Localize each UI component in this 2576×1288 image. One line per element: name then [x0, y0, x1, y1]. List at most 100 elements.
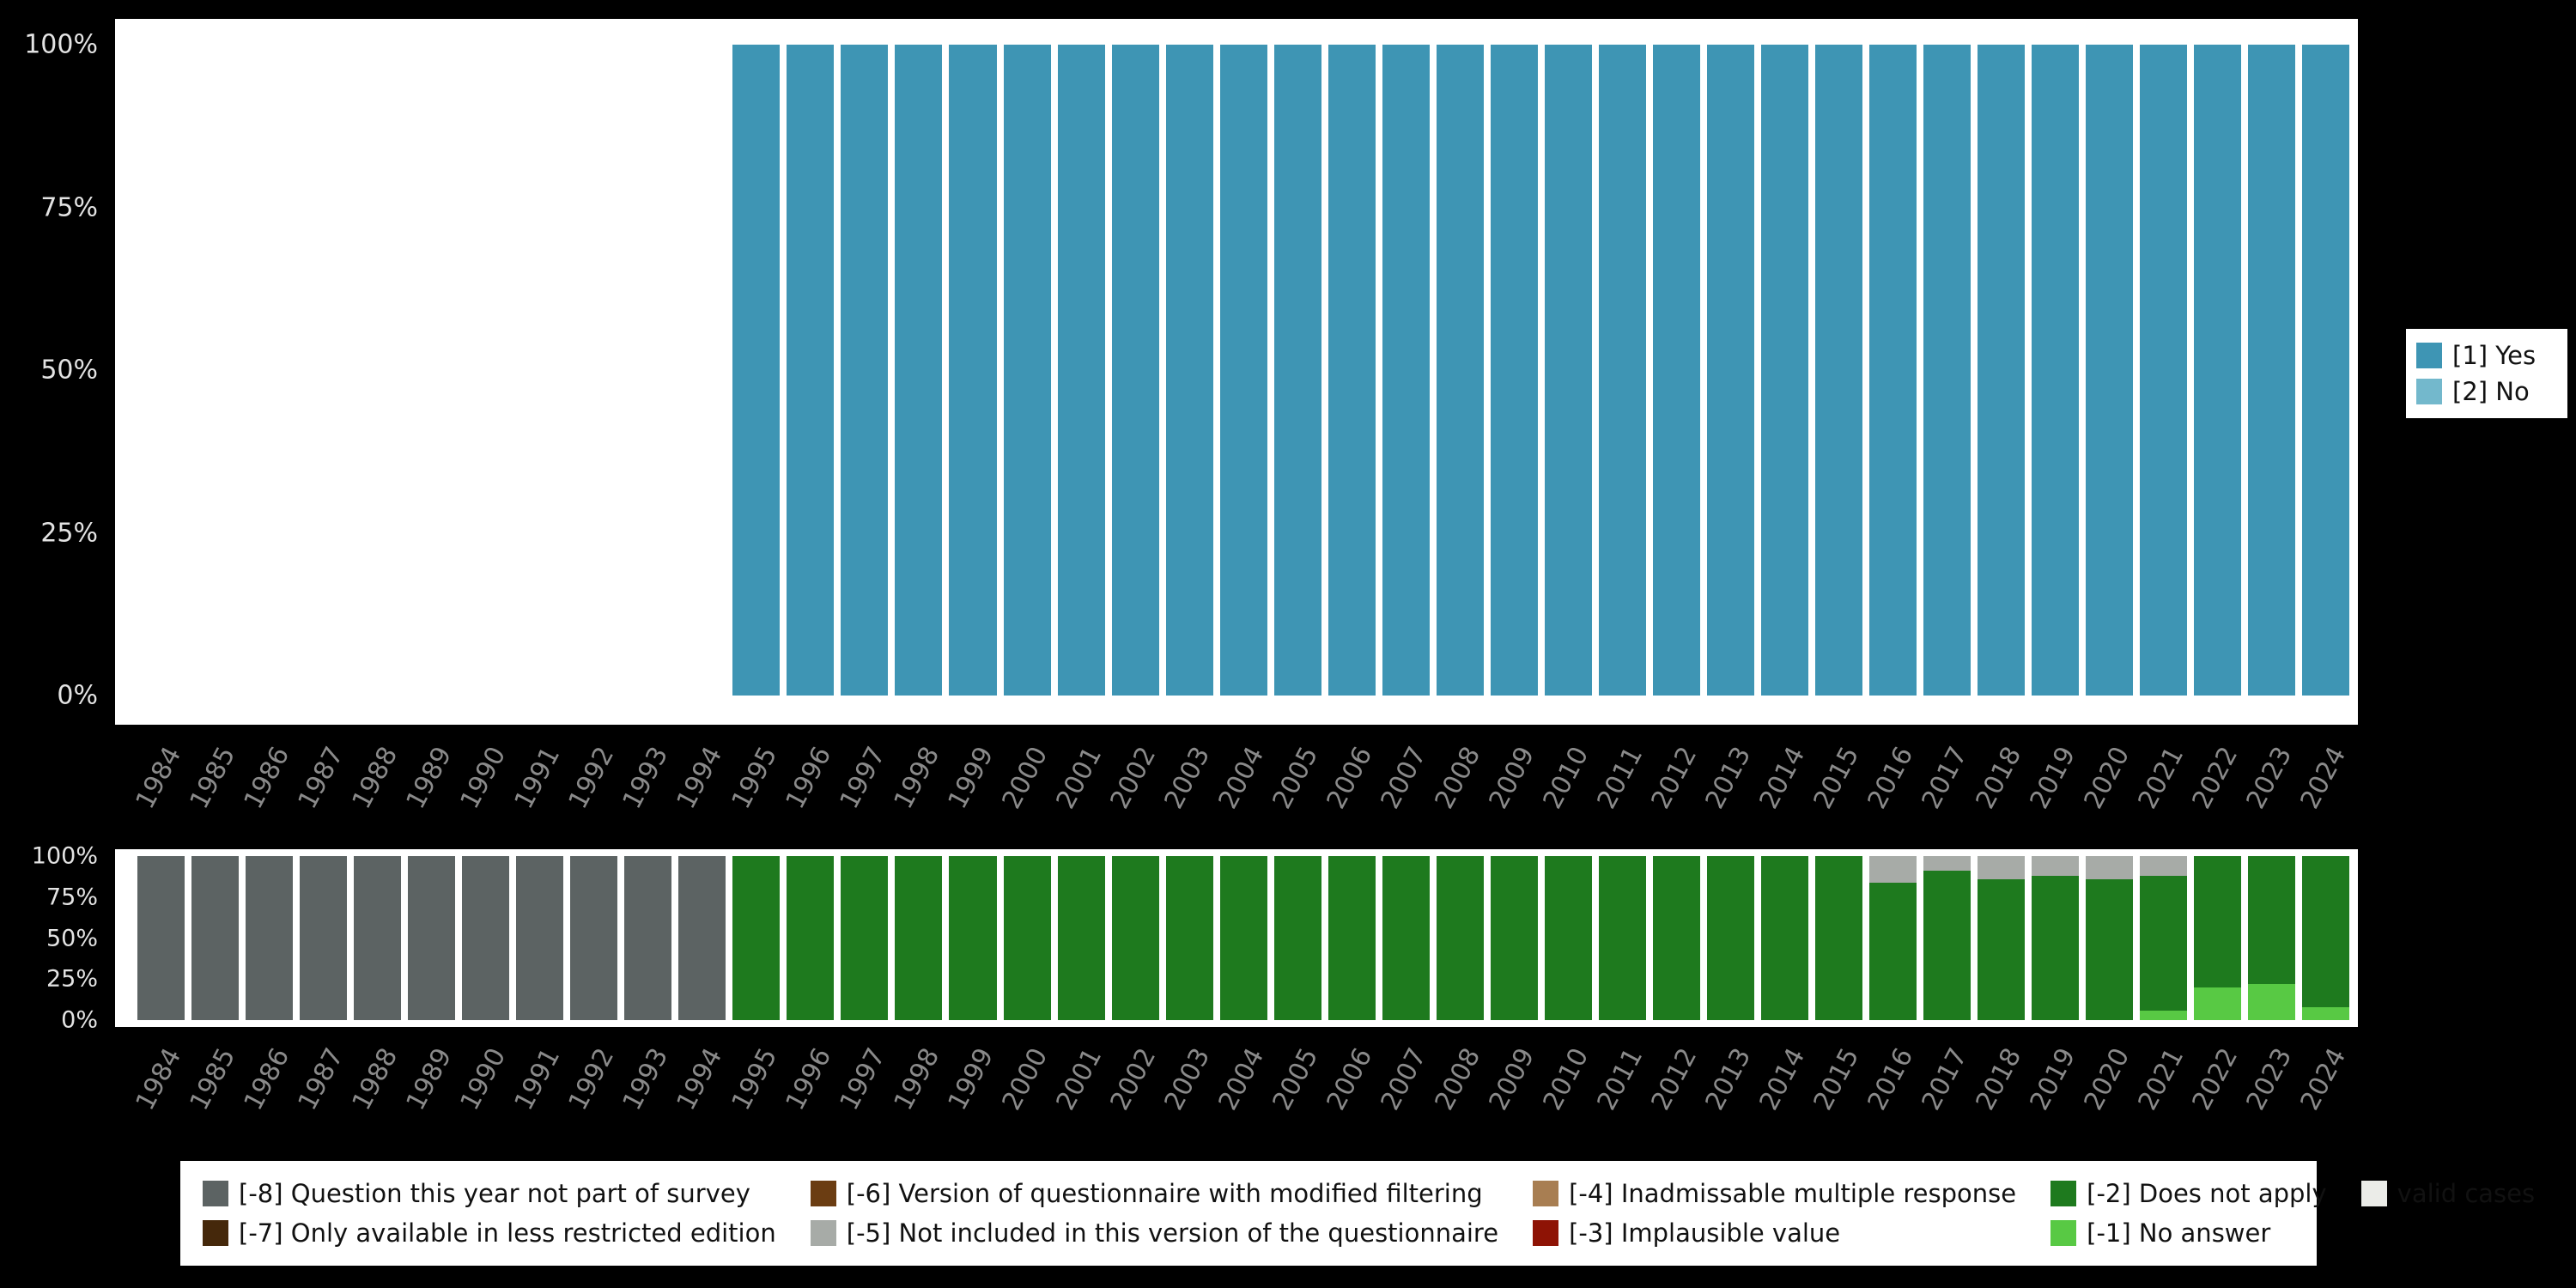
x-tick-2001: 2001 — [1050, 1035, 1108, 1148]
legend-swatch — [1533, 1220, 1559, 1246]
x-tick-label: 1997 — [834, 742, 891, 814]
bar-2017 — [1923, 856, 1971, 1020]
x-tick-label: 1993 — [617, 1043, 675, 1115]
bar-segment — [841, 856, 889, 1020]
x-tick-label: 2015 — [1807, 1043, 1866, 1115]
y-tick-label: 0% — [57, 680, 98, 711]
x-tick-label: 2020 — [2078, 742, 2136, 814]
x-tick-label: 1998 — [888, 1043, 945, 1115]
y-tick-label: 100% — [24, 29, 98, 60]
top-chart-panel — [115, 19, 2358, 725]
bar-segment — [1490, 45, 1538, 696]
bar-2000 — [1003, 856, 1051, 1020]
x-tick-label: 2017 — [1916, 742, 1974, 814]
legend-label: [-8] Question this year not part of surv… — [239, 1179, 750, 1208]
x-tick-label: 2015 — [1807, 742, 1866, 814]
bar-2009 — [1490, 856, 1538, 1020]
x-tick-label: 2011 — [1591, 1043, 1649, 1115]
y-tick-label: 50% — [46, 925, 98, 951]
x-tick-label: 1990 — [454, 1043, 513, 1115]
x-tick-2010: 2010 — [1537, 733, 1595, 847]
bar-segment — [1382, 856, 1430, 1020]
x-tick-label: 2004 — [1212, 1043, 1271, 1115]
x-tick-1992: 1992 — [563, 1035, 621, 1148]
y-tick-label: 100% — [31, 842, 98, 870]
x-tick-label: 2013 — [1699, 742, 1758, 814]
x-tick-label: 2004 — [1212, 742, 1271, 814]
x-tick-2024: 2024 — [2295, 1035, 2353, 1148]
bar-1990 — [462, 45, 509, 696]
x-tick-2019: 2019 — [2025, 733, 2082, 847]
x-tick-1998: 1998 — [888, 1035, 945, 1148]
bottom-chart-bars — [137, 856, 2350, 1020]
x-tick-2009: 2009 — [1483, 1035, 1540, 1148]
bar-segment — [624, 856, 672, 1020]
y-tick-label: 25% — [46, 965, 98, 993]
bar-segment — [1652, 45, 1700, 696]
x-tick-label: 2019 — [2024, 742, 2082, 814]
bar-segment — [2032, 45, 2080, 696]
bar-segment — [1111, 45, 1159, 696]
x-tick-2020: 2020 — [2079, 733, 2136, 847]
x-tick-2022: 2022 — [2187, 1035, 2245, 1148]
bar-segment — [1111, 856, 1159, 1020]
bar-2023 — [2248, 856, 2296, 1020]
x-tick-2015: 2015 — [1808, 733, 1866, 847]
bar-segment — [1382, 45, 1430, 696]
bar-1987 — [300, 856, 348, 1020]
x-tick-label: 2023 — [2240, 742, 2299, 814]
bottom-x-axis: 1984 1985 1986 1987 1988 1989 1990 1991 1992 1993… — [131, 1035, 2353, 1148]
bar-1998 — [895, 45, 943, 696]
bar-2009 — [1490, 45, 1538, 696]
x-tick-label: 2008 — [1429, 1043, 1487, 1115]
bar-segment — [1923, 45, 1971, 696]
x-tick-2010: 2010 — [1537, 1035, 1595, 1148]
bar-segment — [1327, 856, 1376, 1020]
bar-2014 — [1760, 45, 1808, 696]
bar-2024 — [2302, 45, 2350, 696]
bar-2011 — [1598, 45, 1646, 696]
bar-segment — [300, 856, 348, 1020]
bar-2002 — [1111, 856, 1159, 1020]
bar-1987 — [300, 45, 347, 696]
bar-1995 — [732, 45, 781, 696]
y-tick-label: 75% — [40, 192, 98, 222]
legend-label: [2] No — [2452, 377, 2530, 406]
bar-2022 — [2194, 45, 2242, 696]
x-tick-1994: 1994 — [671, 1035, 729, 1148]
bar-segment — [462, 856, 510, 1020]
x-tick-1990: 1990 — [455, 1035, 513, 1148]
bar-1984 — [137, 45, 185, 696]
x-tick-label: 1991 — [508, 742, 567, 814]
bar-1986 — [246, 856, 294, 1020]
bar-2021 — [2140, 45, 2188, 696]
x-tick-label: 1990 — [454, 742, 513, 814]
bar-segment — [2086, 856, 2134, 879]
x-tick-label: 2007 — [1375, 742, 1433, 814]
top-chart-bars — [137, 45, 2350, 696]
x-tick-2006: 2006 — [1321, 1035, 1378, 1148]
x-tick-2006: 2006 — [1321, 733, 1378, 847]
x-tick-label: 2020 — [2078, 1043, 2136, 1115]
bar-segment — [1219, 856, 1267, 1020]
x-tick-1988: 1988 — [347, 1035, 404, 1148]
x-tick-2005: 2005 — [1267, 733, 1324, 847]
x-tick-label: 2016 — [1862, 1043, 1920, 1115]
bar-segment — [732, 45, 781, 696]
bar-segment — [787, 856, 835, 1020]
bar-segment — [1598, 856, 1646, 1020]
bar-segment — [1923, 856, 1971, 872]
bar-1991 — [516, 45, 563, 696]
bar-segment — [1165, 856, 1213, 1020]
x-tick-label: 1988 — [346, 742, 404, 814]
top-y-axis: 0% 25% 50% 75% 100% — [0, 30, 106, 711]
bar-segment — [354, 856, 402, 1020]
y-tick-label: 25% — [40, 518, 98, 548]
x-tick-2019: 2019 — [2025, 1035, 2082, 1148]
bar-2007 — [1382, 856, 1430, 1020]
bar-segment — [516, 856, 564, 1020]
bar-2007 — [1382, 45, 1430, 696]
x-tick-label: 2005 — [1267, 1043, 1325, 1115]
legend-label: [-2] Does not apply — [2087, 1179, 2327, 1208]
